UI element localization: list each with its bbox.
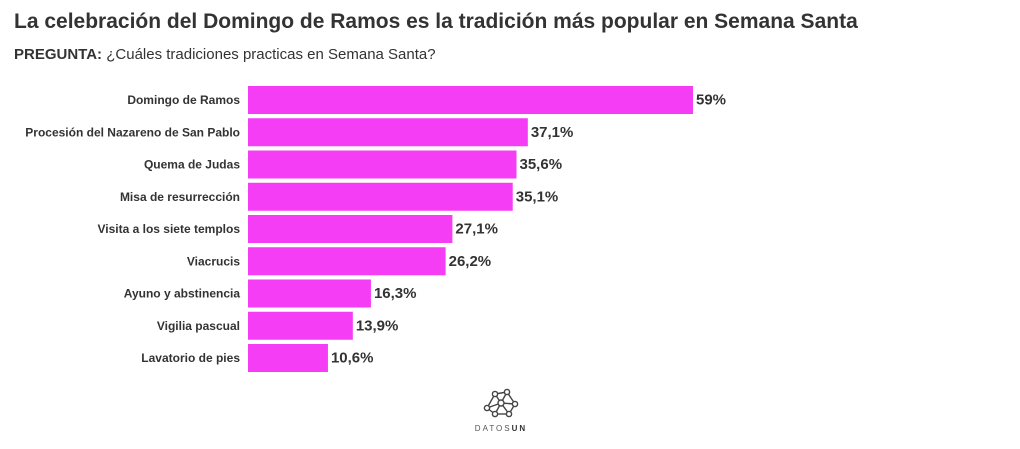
chart-subtitle: PREGUNTA: ¿Cuáles tradiciones practicas … — [14, 46, 436, 63]
category-label: Viacrucis — [187, 254, 240, 268]
category-label: Ayuno y abstinencia — [124, 287, 241, 301]
bar — [248, 247, 446, 276]
category-label: Quema de Judas — [144, 158, 240, 172]
bar — [248, 182, 513, 211]
bar — [248, 279, 371, 308]
logo-wordmark: DATOSUN — [474, 424, 528, 433]
value-label: 59% — [696, 92, 726, 109]
category-label: Vigilia pascual — [157, 319, 240, 333]
network-logo-icon — [483, 388, 519, 418]
category-label: Lavatorio de pies — [141, 351, 240, 365]
bar — [248, 311, 353, 340]
category-label: Visita a los siete templos — [97, 222, 240, 236]
category-label: Domingo de Ramos — [127, 93, 240, 107]
bar — [248, 86, 693, 114]
subtitle-question: ¿Cuáles tradiciones practicas en Semana … — [106, 46, 436, 63]
bar — [248, 344, 328, 372]
subtitle-prefix: PREGUNTA: — [14, 46, 103, 63]
value-label: 16,3% — [374, 285, 417, 302]
datosun-logo: DATOSUN — [472, 388, 530, 433]
bars-group — [248, 86, 693, 372]
bar — [248, 118, 528, 147]
value-label: 26,2% — [449, 253, 492, 270]
value-labels-group: 59% 37,1% 35,6% 35,1% 27,1% 26,2% 16,3% 13,9% 10… — [331, 92, 726, 367]
value-label: 10,6% — [331, 350, 374, 367]
value-label: 35,6% — [520, 156, 563, 173]
value-label: 35,1% — [516, 188, 559, 205]
bar — [248, 150, 517, 179]
value-label: 13,9% — [356, 317, 399, 334]
value-label: 37,1% — [531, 124, 574, 141]
category-label: Procesión del Nazareno de San Pablo — [25, 125, 240, 139]
category-label: Misa de resurrección — [120, 190, 240, 204]
value-label: 27,1% — [455, 221, 498, 238]
bar — [248, 215, 453, 243]
chart-title: La celebración del Domingo de Ramos es l… — [14, 10, 858, 33]
category-labels-group: Domingo de Ramos Procesión del Nazareno d… — [25, 93, 240, 365]
